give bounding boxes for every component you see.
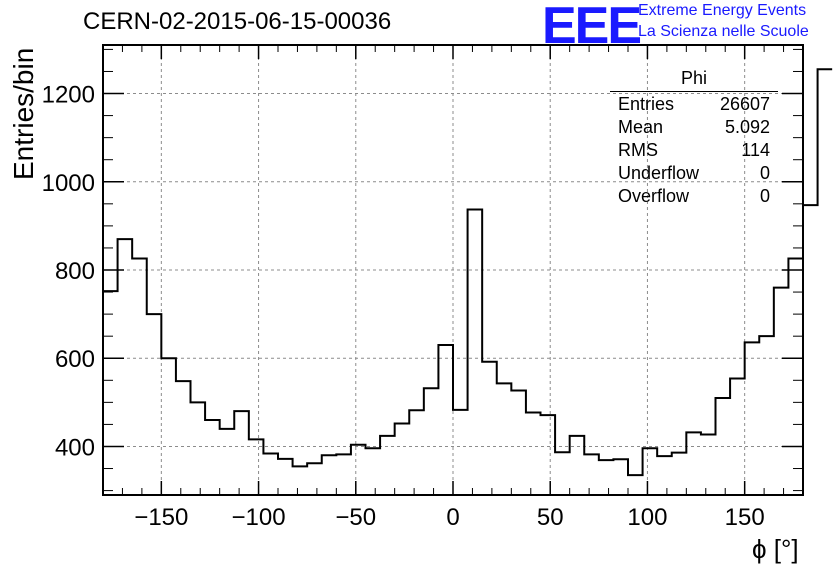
plot-title: CERN-02-2015-06-15-00036 <box>83 8 392 35</box>
histogram-bin <box>570 436 585 495</box>
histogram-bin <box>351 445 366 495</box>
histogram-bin <box>132 259 147 495</box>
histogram-bin <box>234 411 249 495</box>
histogram-bin <box>803 205 818 495</box>
histogram-bin <box>307 463 322 495</box>
y-tick-label: 600 <box>55 346 95 373</box>
histogram-bin <box>730 379 745 495</box>
histogram-bin <box>497 383 512 495</box>
histogram-bin <box>424 388 439 495</box>
logo-subtitle-line1: Extreme Energy Events <box>638 2 807 19</box>
histogram-bin <box>643 448 658 495</box>
histogram-bin <box>613 459 628 495</box>
histogram-bin <box>511 390 526 495</box>
histogram-bin <box>774 288 789 495</box>
histogram-bin <box>584 454 599 495</box>
histogram-bin <box>263 454 278 495</box>
stats-value: 114 <box>741 140 770 160</box>
x-tick-label: 100 <box>627 504 667 531</box>
stats-label: Overflow <box>618 186 690 206</box>
axis-ticks <box>102 45 804 495</box>
histogram-bin <box>438 345 453 495</box>
stats-label: Entries <box>618 94 675 114</box>
histogram-bin <box>293 466 308 495</box>
stats-label: Underflow <box>618 163 700 183</box>
y-tick-label: 1000 <box>42 170 95 197</box>
stats-value: 0 <box>759 163 770 183</box>
stats-value: 26607 <box>719 94 770 114</box>
x-tick-label: −50 <box>335 504 376 531</box>
histogram-bin <box>541 415 556 495</box>
histogram-bin <box>526 413 541 496</box>
stats-row-rms: RMS 114 <box>610 139 778 162</box>
stats-title: Phi <box>610 68 778 92</box>
histogram-bin <box>249 439 264 495</box>
x-axis-label: ϕ [°] <box>752 534 799 564</box>
x-tick-label: 150 <box>725 504 765 531</box>
tick-labels: −150 −100 −50 0 50 100 150 400 600 800 1000 1200 <box>42 82 765 531</box>
stats-row-mean: Mean 5.092 <box>610 116 778 139</box>
x-tick-label: −150 <box>134 504 188 531</box>
histogram-bin <box>482 362 497 495</box>
histogram-bin <box>759 336 774 495</box>
stats-box: Phi Entries 26607 Mean 5.092 RMS 114 Und… <box>610 68 778 208</box>
histogram-bin <box>672 453 687 495</box>
histogram-step-line <box>103 68 833 477</box>
histogram-bin <box>818 69 833 495</box>
plot-frame <box>102 44 804 496</box>
x-tick-label: 50 <box>537 504 564 531</box>
histogram-bin <box>453 410 468 495</box>
histogram-bin <box>220 429 235 495</box>
histogram-bin <box>103 291 118 495</box>
x-tick-label: −100 <box>232 504 286 531</box>
histogram-bin <box>176 381 191 495</box>
x-tick-label: 0 <box>446 504 459 531</box>
histogram-bin <box>409 410 424 495</box>
histogram-bin <box>628 475 643 495</box>
logo-subtitle-line2: La Scienza nelle Scuole <box>638 23 809 40</box>
histogram-bin <box>686 432 701 495</box>
y-tick-label: 1200 <box>42 82 95 109</box>
histogram-bin <box>555 452 570 495</box>
stats-value: 0 <box>759 186 770 206</box>
histogram-bin <box>788 259 803 495</box>
stats-row-entries: Entries 26607 <box>610 93 778 116</box>
histogram-bin <box>147 314 162 495</box>
histogram-bin <box>191 402 206 495</box>
histogram-bin <box>745 342 760 495</box>
stats-row-overflow: Overflow 0 <box>610 185 778 208</box>
histogram-bin <box>468 210 483 495</box>
stats-value: 5.092 <box>724 117 770 137</box>
histogram-bin <box>322 455 337 495</box>
histogram-bin <box>599 460 614 495</box>
stats-label: RMS <box>618 140 658 160</box>
stats-row-underflow: Underflow 0 <box>610 162 778 185</box>
histogram-bin <box>278 459 293 495</box>
histogram-bin <box>380 436 395 495</box>
histogram-bin <box>205 420 220 495</box>
histogram-bin <box>395 424 410 495</box>
histogram-bin <box>716 398 731 495</box>
stats-label: Mean <box>618 117 664 137</box>
histogram-bin <box>366 448 381 495</box>
histogram-bin <box>118 239 133 495</box>
y-tick-label: 800 <box>55 258 95 285</box>
y-tick-label: 400 <box>55 434 95 461</box>
y-axis-label: Entries/bin <box>8 47 39 180</box>
histogram-bin <box>336 454 351 495</box>
histogram-bin <box>657 456 672 495</box>
histogram-bin <box>701 435 716 495</box>
eee-logo: EEE <box>542 0 642 55</box>
histogram-bin <box>161 358 176 495</box>
